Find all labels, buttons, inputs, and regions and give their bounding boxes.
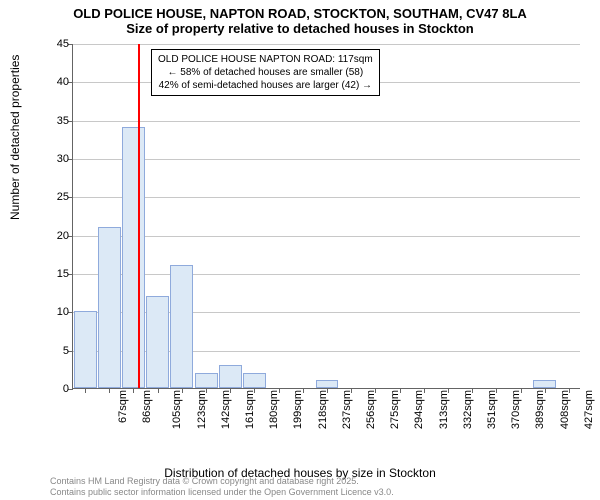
histogram-bar (533, 380, 556, 388)
y-tick-label: 0 (45, 383, 69, 395)
x-tick (472, 388, 473, 393)
x-tick (182, 388, 183, 393)
x-tick (496, 388, 497, 393)
x-tick-label: 313sqm (438, 390, 450, 429)
x-tick-label: 256sqm (365, 390, 377, 429)
gridline (73, 197, 580, 198)
y-tick-label: 30 (45, 153, 69, 165)
x-tick (158, 388, 159, 393)
x-tick (545, 388, 546, 393)
histogram-bar (243, 373, 266, 388)
y-tick-label: 20 (45, 230, 69, 242)
x-tick (254, 388, 255, 393)
x-tick (448, 388, 449, 393)
chart-title-sub: Size of property relative to detached ho… (0, 21, 600, 40)
x-tick-label: 370sqm (510, 390, 522, 429)
histogram-bar (170, 265, 193, 388)
chart-title-main: OLD POLICE HOUSE, NAPTON ROAD, STOCKTON,… (0, 0, 600, 21)
x-tick-label: 123sqm (196, 390, 208, 429)
x-tick (303, 388, 304, 393)
x-tick-label: 427sqm (583, 390, 595, 429)
x-tick-label: 86sqm (141, 390, 153, 423)
chart-container: OLD POLICE HOUSE NAPTON ROAD: 117sqm← 58… (50, 44, 580, 414)
gridline (73, 236, 580, 237)
x-tick-label: 351sqm (486, 390, 498, 429)
x-tick (400, 388, 401, 393)
gridline (73, 274, 580, 275)
x-tick-label: 408sqm (559, 390, 571, 429)
x-tick (521, 388, 522, 393)
x-tick-label: 180sqm (268, 390, 280, 429)
annotation-box: OLD POLICE HOUSE NAPTON ROAD: 117sqm← 58… (151, 49, 380, 96)
x-tick-label: 161sqm (244, 390, 256, 429)
x-tick-label: 389sqm (534, 390, 546, 429)
y-tick-label: 35 (45, 115, 69, 127)
annotation-line: ← 58% of detached houses are smaller (58… (158, 66, 373, 79)
x-tick-label: 237sqm (341, 390, 353, 429)
x-tick-label: 105sqm (172, 390, 184, 429)
histogram-bar (146, 296, 169, 388)
x-tick-label: 199sqm (293, 390, 305, 429)
marker-line (138, 44, 140, 388)
x-tick (424, 388, 425, 393)
y-tick-label: 15 (45, 268, 69, 280)
x-tick-label: 294sqm (414, 390, 426, 429)
x-tick-label: 67sqm (117, 390, 129, 423)
y-axis-title: Number of detached properties (8, 55, 22, 220)
x-tick (327, 388, 328, 393)
footer-attribution: Contains HM Land Registry data © Crown c… (50, 476, 394, 498)
plot-area: OLD POLICE HOUSE NAPTON ROAD: 117sqm← 58… (72, 44, 580, 389)
x-tick (569, 388, 570, 393)
footer-line-1: Contains HM Land Registry data © Crown c… (50, 476, 394, 487)
x-tick-label: 332sqm (462, 390, 474, 429)
annotation-line: 42% of semi-detached houses are larger (… (158, 79, 373, 92)
x-tick (206, 388, 207, 393)
footer-line-2: Contains public sector information licen… (50, 487, 394, 498)
x-tick-label: 275sqm (389, 390, 401, 429)
histogram-bar (122, 127, 145, 388)
gridline (73, 159, 580, 160)
y-tick-label: 25 (45, 191, 69, 203)
y-tick-label: 5 (45, 345, 69, 357)
x-tick (375, 388, 376, 393)
y-tick-label: 10 (45, 306, 69, 318)
x-tick-label: 218sqm (317, 390, 329, 429)
gridline (73, 44, 580, 45)
x-tick (109, 388, 110, 393)
x-tick-label: 142sqm (220, 390, 232, 429)
x-tick (279, 388, 280, 393)
histogram-bar (219, 365, 242, 388)
y-tick-label: 40 (45, 76, 69, 88)
annotation-line: OLD POLICE HOUSE NAPTON ROAD: 117sqm (158, 53, 373, 66)
histogram-bar (98, 227, 121, 388)
y-tick-label: 45 (45, 38, 69, 50)
histogram-bar (74, 311, 97, 388)
x-tick (230, 388, 231, 393)
x-tick (133, 388, 134, 393)
histogram-bar (195, 373, 218, 388)
histogram-bar (316, 380, 339, 388)
gridline (73, 121, 580, 122)
x-tick (85, 388, 86, 393)
x-tick (351, 388, 352, 393)
